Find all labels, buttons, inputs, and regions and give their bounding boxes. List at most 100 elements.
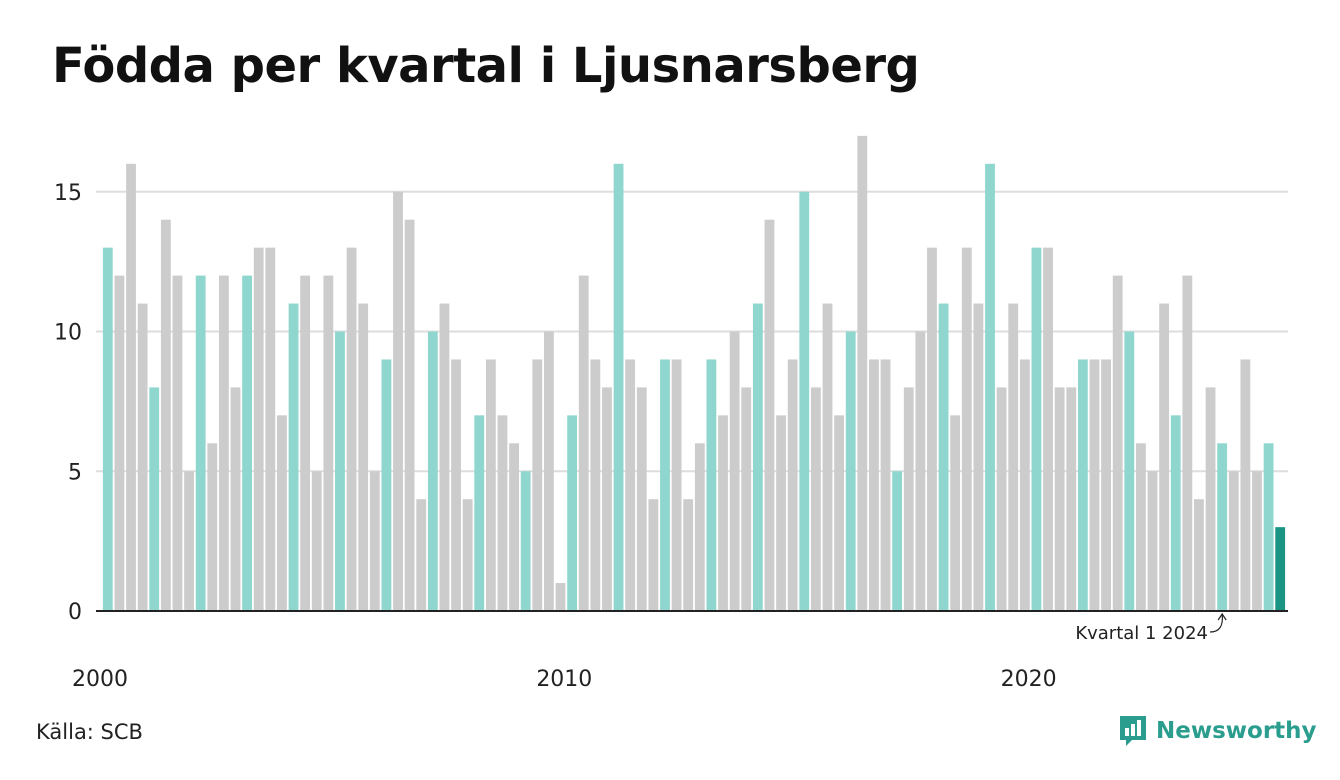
bar [602,387,612,611]
brand-logo[interactable]: Newsworthy [1118,714,1317,748]
bar [776,415,786,611]
bar [961,247,972,611]
bar [1031,247,1042,611]
x-tick-label: 2010 [536,667,592,692]
bar [799,191,810,611]
bar [288,303,299,611]
bar [137,303,148,611]
brand-name: Newsworthy [1156,718,1317,744]
bar [1089,359,1100,611]
bar [567,415,578,611]
bar [207,443,218,611]
bar [381,359,392,611]
bar [393,191,403,611]
bar [636,387,647,611]
bar [741,387,752,611]
bar [358,303,369,611]
bar [1217,443,1228,611]
bar [509,443,519,611]
bar [1252,471,1262,611]
bar [311,471,322,611]
y-tick-labels: 0 5 10 15 [54,181,82,625]
bar [149,387,160,611]
bar [277,415,287,611]
bar [938,303,949,611]
bar [404,219,415,611]
bar [195,275,206,611]
bar [1159,303,1170,611]
bar [451,359,461,611]
bar [532,359,543,611]
bar [1205,387,1216,611]
bar [323,275,334,611]
bar [996,387,1007,611]
bar [242,275,252,611]
bar [578,275,589,611]
source-label: Källa: SCB [36,720,143,744]
bar [544,331,554,611]
bar [1194,499,1204,611]
bar [671,359,682,611]
x-tick-labels: 2000 2010 2020 [72,667,1057,692]
bar [613,163,624,612]
bar [648,499,659,611]
bar [230,387,241,611]
bar [520,471,531,611]
bar [416,499,427,611]
bar [845,331,856,611]
bar [880,359,891,611]
bar [160,219,171,611]
bar [1263,443,1274,611]
bar [369,471,380,611]
bar [1240,359,1251,611]
bar [915,331,926,611]
bar [1054,387,1065,611]
bar [1077,359,1088,611]
bar [822,303,833,611]
bar [590,359,601,611]
bar [892,471,903,611]
annotation: Kvartal 1 2024 [1075,612,1227,644]
annotation-label: Kvartal 1 2024 [1075,623,1208,644]
bar [752,303,763,611]
bar [253,247,264,611]
bar [102,247,113,611]
bars [102,135,1286,612]
bar [1147,471,1158,611]
bar [683,499,694,611]
bar [985,163,995,612]
bar [485,359,496,611]
bar [439,303,450,611]
bar [1101,359,1111,611]
bar [427,331,438,611]
bar [1124,331,1135,611]
bar [706,359,717,611]
bar [973,303,984,611]
bar [184,471,194,611]
newsworthy-logo-icon [1120,716,1146,746]
bar [834,415,844,611]
bar [474,415,485,611]
y-tick-label: 5 [68,460,82,485]
bar [497,415,508,611]
bar [625,359,636,611]
bar [927,247,937,611]
bar [1043,247,1053,611]
bar [114,275,125,611]
bar [1170,415,1181,611]
bar [218,275,229,611]
bar [718,415,728,611]
bar [172,275,183,611]
bar [1008,303,1019,611]
annotation-arrow [1209,613,1224,633]
bar [764,219,775,611]
chart-title: Födda per kvartal i Ljusnarsberg [52,38,920,94]
bar [126,163,136,612]
x-tick-label: 2000 [72,667,128,692]
bar [462,499,473,611]
y-tick-label: 10 [54,321,82,346]
bar [335,331,345,611]
bar [950,415,961,611]
bar [869,359,879,611]
x-tick-label: 2020 [1001,667,1057,692]
